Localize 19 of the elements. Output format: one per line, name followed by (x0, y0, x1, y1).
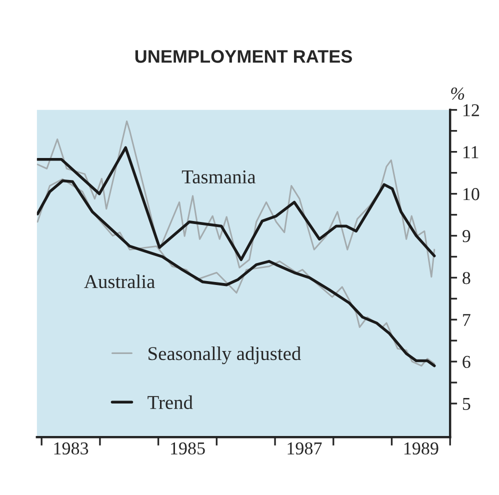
y-tick-label: 10 (463, 188, 480, 200)
x-tick-label: 1987 (288, 442, 322, 455)
x-tick-label: 1983 (54, 442, 88, 455)
legend-label: Seasonally adjusted (148, 346, 301, 364)
chart-title: UNEMPLOYMENT RATES (135, 50, 352, 63)
x-tick-label: 1989 (404, 442, 438, 455)
y-tick-label: 12 (463, 104, 479, 116)
x-tick-label: 1985 (171, 442, 205, 455)
y-tick-label: 6 (462, 356, 470, 368)
y-tick-label: 7 (463, 314, 470, 326)
y-axis-title: % (451, 87, 464, 100)
annotation: Australia (84, 274, 155, 288)
y-tick-label: 5 (462, 398, 470, 410)
legend-label: Trend (148, 395, 193, 410)
y-tick-label: 8 (462, 272, 470, 284)
annotation: Tasmania (182, 170, 256, 184)
line-series (36, 146, 436, 262)
y-tick-label: 9 (462, 230, 470, 242)
y-tick-label: 11 (463, 146, 478, 158)
